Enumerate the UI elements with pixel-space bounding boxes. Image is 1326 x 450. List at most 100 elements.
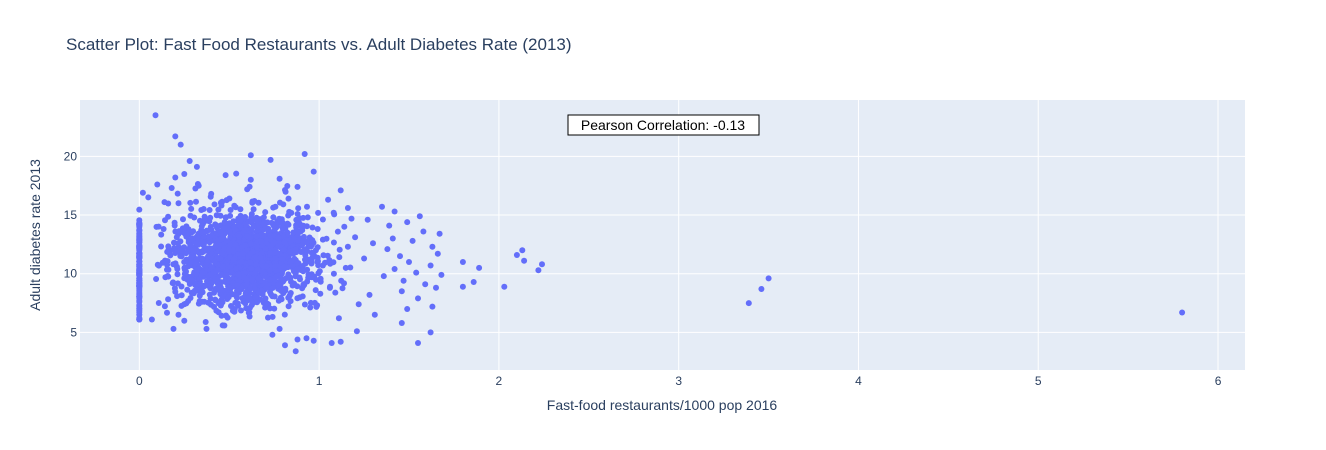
- data-point: [247, 240, 254, 247]
- data-point: [470, 279, 477, 285]
- data-point: [279, 224, 286, 231]
- data-point: [196, 275, 203, 282]
- data-point: [303, 335, 310, 342]
- data-point: [285, 221, 292, 228]
- data-point: [255, 275, 262, 282]
- data-point: [190, 228, 197, 235]
- data-point: [219, 271, 225, 278]
- data-point: [181, 317, 188, 324]
- data-point: [371, 311, 378, 318]
- data-point: [221, 278, 228, 285]
- data-point: [330, 270, 337, 277]
- data-point: [136, 206, 143, 213]
- data-point: [270, 214, 277, 221]
- data-point: [232, 292, 239, 298]
- data-point: [285, 212, 292, 219]
- data-point: [164, 258, 171, 265]
- data-point: [308, 242, 315, 249]
- data-point: [304, 203, 310, 210]
- data-point: [436, 230, 443, 237]
- data-point: [193, 163, 200, 170]
- data-point: [320, 252, 327, 259]
- data-point: [194, 181, 201, 187]
- data-point: [281, 263, 287, 270]
- data-point: [336, 246, 343, 253]
- data-point: [294, 229, 301, 236]
- data-point: [188, 205, 195, 212]
- data-point: [281, 246, 287, 253]
- data-point: [212, 221, 219, 228]
- data-point: [285, 294, 292, 301]
- data-point: [305, 258, 312, 265]
- data-point: [300, 214, 307, 221]
- y-tick-label: 5: [70, 325, 77, 339]
- data-point: [206, 227, 213, 233]
- data-point: [175, 311, 182, 318]
- data-point: [201, 213, 208, 220]
- data-point: [244, 233, 250, 240]
- data-point: [501, 283, 508, 290]
- data-point: [415, 295, 421, 302]
- data-point: [307, 304, 314, 311]
- data-point: [217, 301, 224, 308]
- data-point: [285, 303, 292, 310]
- data-point: [314, 254, 321, 261]
- data-point: [206, 239, 213, 246]
- data-point: [406, 259, 412, 265]
- data-point: [319, 216, 326, 223]
- data-point: [261, 279, 268, 286]
- data-point: [244, 277, 250, 283]
- data-point: [182, 269, 189, 276]
- data-point: [281, 311, 288, 318]
- data-point: [177, 253, 184, 259]
- data-point: [380, 273, 387, 280]
- data-point: [136, 316, 143, 323]
- data-point: [252, 294, 259, 301]
- data-point: [136, 252, 143, 259]
- data-point: [344, 205, 351, 211]
- data-point: [251, 198, 258, 204]
- data-point: [193, 198, 199, 205]
- data-point: [400, 277, 407, 284]
- data-point: [521, 257, 528, 264]
- data-point: [281, 239, 288, 246]
- data-point: [214, 267, 221, 274]
- data-point: [263, 284, 270, 291]
- data-point: [227, 207, 234, 213]
- data-point: [215, 206, 222, 213]
- data-point: [260, 232, 267, 239]
- data-point: [310, 337, 317, 344]
- data-point: [332, 289, 339, 296]
- data-point: [181, 259, 188, 265]
- data-point: [164, 273, 171, 279]
- data-point: [253, 233, 260, 240]
- x-tick-labels: 0 1 2 3 4 5 6: [136, 374, 1222, 388]
- data-point: [222, 214, 229, 221]
- data-point: [334, 228, 341, 235]
- data-point: [267, 276, 273, 283]
- data-point: [272, 203, 279, 210]
- data-point: [172, 250, 179, 256]
- data-point: [155, 223, 162, 230]
- data-point: [259, 268, 266, 275]
- data-point: [263, 300, 270, 307]
- data-point: [171, 219, 178, 226]
- data-point: [154, 261, 161, 268]
- data-point: [212, 297, 219, 304]
- x-tick-label: 2: [496, 374, 503, 388]
- data-point: [174, 190, 181, 197]
- data-point: [258, 238, 265, 245]
- data-point: [384, 246, 391, 253]
- data-point: [361, 255, 368, 262]
- data-point: [225, 294, 232, 301]
- data-point: [231, 202, 238, 209]
- data-point: [212, 243, 219, 250]
- data-point: [315, 209, 322, 216]
- data-point: [335, 315, 342, 322]
- data-point: [273, 273, 280, 280]
- data-point: [250, 223, 257, 230]
- data-point: [211, 258, 218, 265]
- data-point: [207, 214, 214, 221]
- data-point: [267, 232, 274, 239]
- data-point: [254, 243, 260, 250]
